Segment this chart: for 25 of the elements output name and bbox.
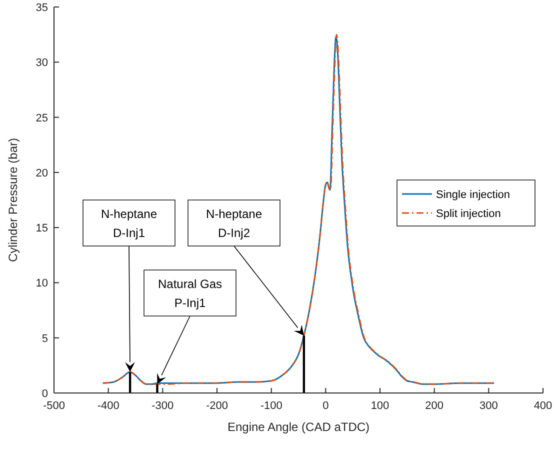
x-tick-label: -100 (260, 400, 282, 412)
x-tick-label: 200 (425, 400, 444, 412)
x-tick-label: 0 (322, 400, 329, 412)
x-tick-label: -300 (152, 400, 174, 412)
y-tick-label: 10 (36, 278, 48, 290)
y-tick-label: 30 (36, 57, 48, 70)
y-tick-label: 25 (36, 112, 48, 124)
annotation: N-heptane D-Inj1 (100, 207, 158, 240)
x-axis-title: Engine Angle (CAD aTDC) (227, 420, 370, 434)
y-tick-label: 5 (42, 332, 48, 345)
y-axis-title: Cylinder Pressure (bar) (6, 138, 20, 262)
x-tick-label: -200 (206, 400, 228, 412)
x-tick-label: 300 (479, 400, 498, 412)
y-tick-label: 15 (36, 222, 48, 235)
x-tick-label: -500 (42, 400, 66, 412)
x-tick-label: -400 (97, 400, 120, 412)
y-tick-label: 0 (42, 388, 48, 400)
legend-label: Single injection (436, 189, 510, 201)
x-tick-label: 100 (370, 400, 390, 412)
y-tick-label: 35 (36, 2, 48, 14)
annotation: N-heptane D-Inj2 (206, 207, 262, 240)
annotation: Natural Gas P-Inj1 (158, 277, 222, 310)
y-tick-label: 20 (36, 167, 48, 180)
legend-label: Split injection (436, 208, 501, 220)
x-tick-label: 400 (534, 400, 552, 412)
